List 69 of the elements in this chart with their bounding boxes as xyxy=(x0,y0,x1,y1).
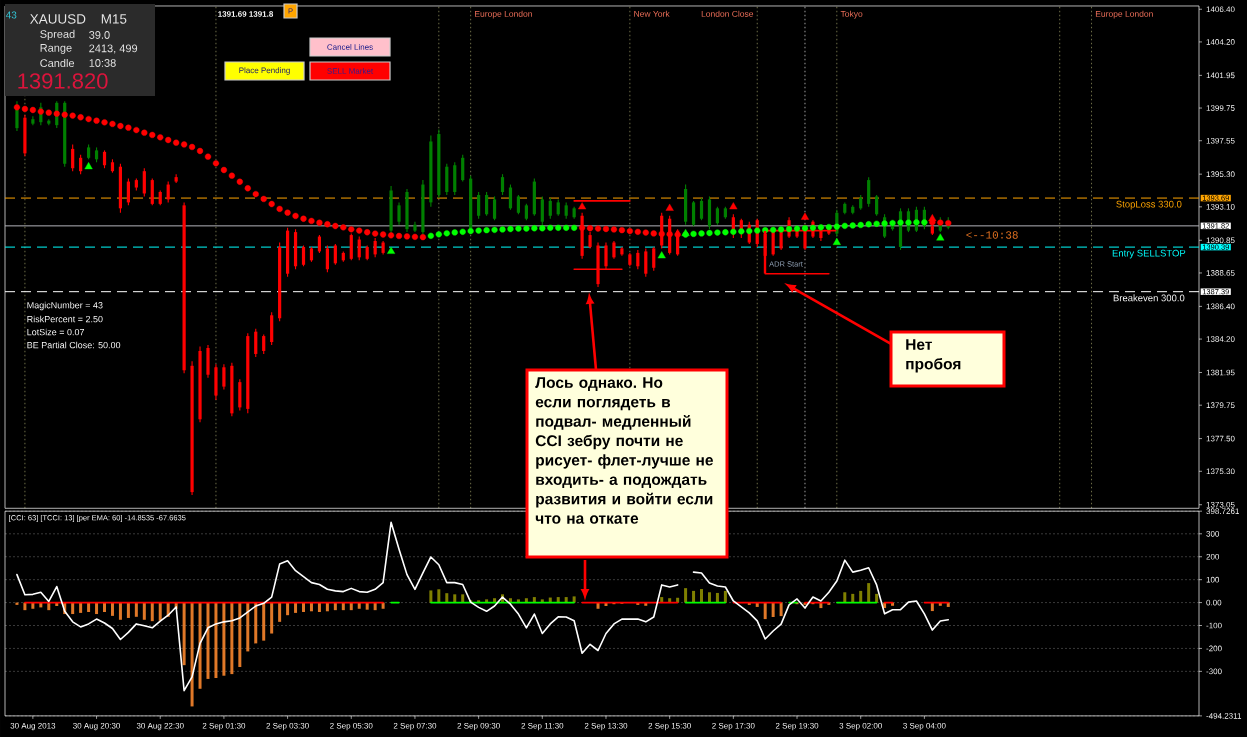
y-tick-label: 200 xyxy=(1206,553,1220,560)
annotation: Spread xyxy=(40,29,75,41)
annotation: 10:38 xyxy=(89,59,116,67)
annotation: 1391.69 1391.8 xyxy=(218,11,274,17)
y-tick-label: 1406.40 xyxy=(1206,6,1235,13)
annotation: 39.0 xyxy=(89,31,110,39)
x-tick-label: 2 Sep 15:30 xyxy=(648,722,691,731)
annotation: 1391.820 xyxy=(18,73,108,89)
annotation: Нет пробоя xyxy=(906,339,961,373)
x-tick-label: 2 Sep 01:30 xyxy=(202,722,246,731)
annotation: RiskPercent = 2.50 xyxy=(27,315,103,323)
annotation: XAUUSD xyxy=(30,14,86,24)
x-tick-label: 30 Aug 20:30 xyxy=(73,722,121,731)
annotation: MagicNumber = 43 xyxy=(27,301,103,311)
annotation: Europe London xyxy=(1095,10,1153,19)
y-tick-label: 1395.30 xyxy=(1206,171,1235,177)
annotation: SELL Market xyxy=(327,68,374,74)
y-tick-label: 1397.55 xyxy=(1206,137,1235,144)
annotation: Tokyo xyxy=(840,10,863,19)
y-tick-label: 1390.85 xyxy=(1206,237,1235,244)
annotation: Лось однако. Но если поглядеть в подвал- медленный CCI зебру почти не рисует- флет-лучше не входить- а подождать развития и войти если что на откате xyxy=(535,377,713,524)
y-tick-label: 1393.10 xyxy=(1206,204,1235,210)
x-tick-label: 2 Sep 13:30 xyxy=(584,722,628,731)
y-tick-label: 1381.95 xyxy=(1206,369,1235,376)
y-tick-label: -494.2311 xyxy=(1206,713,1242,719)
x-tick-label: 2 Sep 11:30 xyxy=(521,722,564,731)
x-tick-label: 3 Sep 02:00 xyxy=(839,722,882,731)
annotation: <--10:38 xyxy=(966,231,1018,239)
x-tick-label: 2 Sep 17:30 xyxy=(712,722,755,731)
y-tick-label: 1375.30 xyxy=(1206,468,1235,475)
annotation: New York xyxy=(634,10,670,17)
x-tick-label: 2 Sep 03:30 xyxy=(266,722,309,731)
y-tick-label: 398.7261 xyxy=(1206,508,1239,515)
annotation: Europe London xyxy=(475,10,532,19)
x-tick-label: 2 Sep 07:30 xyxy=(393,722,437,731)
annotation: 43 xyxy=(5,11,17,19)
annotation: London Close xyxy=(701,10,754,17)
y-tick-label: -100 xyxy=(1206,622,1222,629)
y-tick-label: 1384.20 xyxy=(1206,336,1235,342)
annotation: BE Partial Close: 50.00 xyxy=(27,341,121,349)
y-tick-label: 300 xyxy=(1206,530,1220,537)
x-tick-label: 2 Sep 05:30 xyxy=(330,722,373,731)
y-tick-label: 1388.65 xyxy=(1206,270,1235,276)
x-tick-label: 3 Sep 04:00 xyxy=(903,722,946,731)
y-tick-label: 1379.75 xyxy=(1206,402,1235,409)
annotation: M15 xyxy=(101,14,127,24)
x-tick-label: 30 Aug 2013 xyxy=(10,722,56,731)
ref-line-label: Entry SELLSTOP xyxy=(1112,249,1186,259)
y-tick-label: -300 xyxy=(1206,668,1222,675)
annotation: Cancel Lines xyxy=(327,44,373,50)
annotation: LotSize = 0.07 xyxy=(27,328,85,336)
y-tick-label: 1399.75 xyxy=(1206,105,1235,111)
y-tick-label: 1386.40 xyxy=(1206,303,1235,310)
x-tick-label: 2 Sep 09:30 xyxy=(457,722,500,731)
y-tick-label: 1373.05 xyxy=(1206,501,1235,508)
ref-line-label: StopLoss 330.0 xyxy=(1116,200,1182,210)
y-tick-label: 0.00 xyxy=(1206,599,1222,606)
y-tick-label: 1401.95 xyxy=(1206,72,1235,79)
y-tick-label: -200 xyxy=(1206,645,1222,652)
ref-line-label: Breakeven 300.0 xyxy=(1113,294,1185,302)
y-tick-label: 1404.20 xyxy=(1206,39,1235,45)
annotation: Candle xyxy=(40,58,75,68)
x-tick-label: 30 Aug 22:30 xyxy=(136,722,184,731)
annotation: Place Pending xyxy=(239,67,290,75)
y-tick-label: 1377.50 xyxy=(1206,435,1235,442)
annotation: 2413, 499 xyxy=(89,44,138,54)
annotation: Range xyxy=(40,44,72,54)
x-tick-label: 2 Sep 19:30 xyxy=(775,722,819,731)
y-tick-label: 100 xyxy=(1206,576,1220,583)
